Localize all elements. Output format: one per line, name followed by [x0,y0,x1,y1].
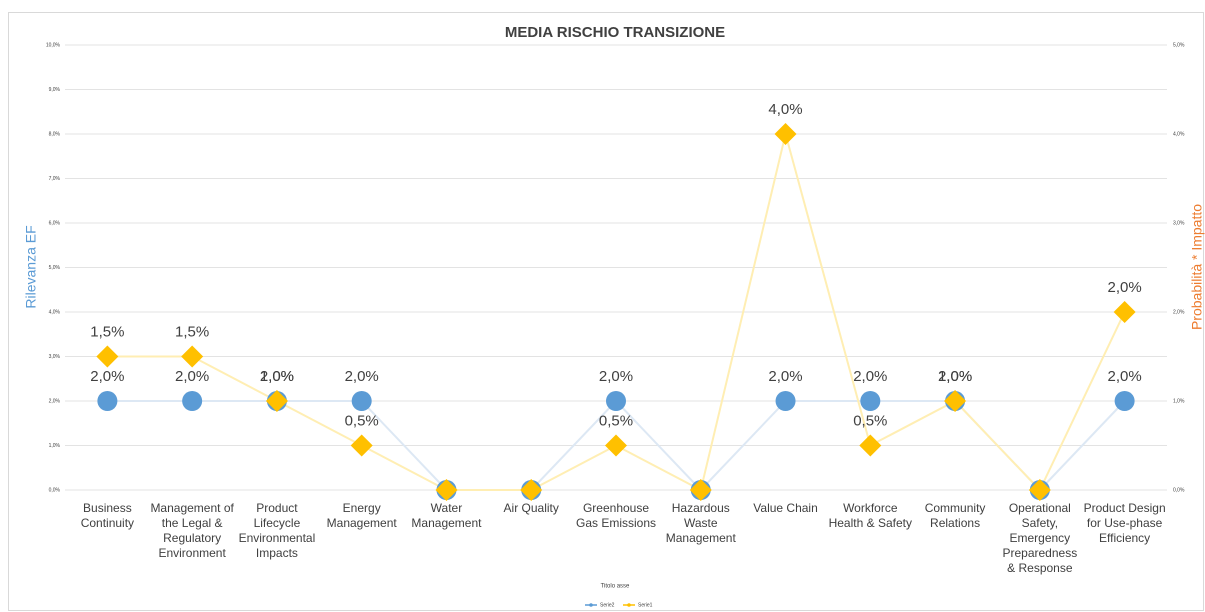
data-point [182,391,203,411]
data-point [860,391,881,411]
data-label: 1,5% [90,323,124,340]
data-point [350,434,373,457]
data-label: 1,5% [175,323,209,340]
chart-title: MEDIA RISCHIO TRANSIZIONE [505,24,725,41]
data-point [265,390,288,412]
y-tick-label: 3,0% [49,354,61,360]
legend-label: Serie1 [638,602,653,608]
y2-tick-label: 0,0% [1173,487,1185,493]
x-tick-label: Product Design for Use-phase Efficiency [1083,501,1166,545]
x-tick-label: Workforce Health & Safety [828,501,912,530]
y2-axis-title: Probabilità * Impatto [1189,204,1205,330]
data-label: 0,5% [853,412,887,429]
data-label: 2,0% [1108,368,1142,385]
data-point [1114,391,1135,411]
data-point [1113,301,1136,323]
y2-tick-label: 1,0% [1173,398,1185,404]
y-tick-label: 6,0% [49,220,61,226]
legend-marker [589,603,593,607]
data-point [606,391,626,411]
y-tick-label: 8,0% [49,131,61,137]
y-tick-label: 1,0% [49,443,61,449]
y-tick-label: 5,0% [49,265,61,271]
data-label: 2,0% [1108,279,1142,296]
x-tick-label: Community Relations [924,501,986,530]
data-label: 0,5% [599,412,633,429]
data-label: 2,0% [938,368,972,385]
x-tick-label: Hazardous Waste Management [665,501,736,545]
data-label: 0,5% [345,412,379,429]
legend-marker [627,603,631,607]
data-point [97,391,118,411]
data-label: 4,0% [768,101,802,118]
data-point [605,434,627,457]
data-point [774,123,797,145]
y2-tick-label: 3,0% [1173,220,1185,226]
data-point [520,479,543,501]
data-label: 2,0% [90,368,124,385]
x-tick-label: Business Continuity [80,501,135,530]
x-tick-label: Management of the Legal & Regulatory Env… [150,501,234,560]
data-point [689,479,712,501]
data-label: 2,0% [853,368,887,385]
data-point [859,434,882,457]
data-point [181,345,204,368]
data-point [435,479,458,501]
x-tick-label: Water Management [411,501,482,530]
x-tick-label: Operational Safety, Emergency Preparedne… [1002,501,1078,575]
data-point [351,391,372,411]
y-tick-label: 10,0% [46,42,61,48]
data-label: 2,0% [345,368,379,385]
data-label: 1,0% [260,368,294,385]
x-tick-label: Energy Management [326,501,397,530]
data-point [1028,479,1051,501]
data-label: 1,0% [938,368,972,385]
x-tick-label: Air Quality [503,501,559,515]
y-tick-label: 9,0% [49,87,61,93]
legend-label: Serie2 [600,602,615,608]
y-tick-label: 4,0% [49,309,61,315]
x-tick-label: Product Lifecycle Environmental Impacts [238,501,316,560]
data-label: 2,0% [260,368,294,385]
data-point [96,345,119,368]
x-axis-title: Titolo asse [601,584,630,590]
y2-tick-label: 5,0% [1173,42,1185,48]
x-tick-label: Value Chain [753,501,818,515]
data-label: 2,0% [768,368,802,385]
y-tick-label: 7,0% [49,176,61,182]
data-point [944,390,967,412]
x-tick-label: Greenhouse Gas Emissions [575,501,657,530]
data-label: 2,0% [599,368,633,385]
y-tick-label: 0,0% [49,487,61,493]
data-point [775,391,796,411]
y-axis-title: Rilevanza EF [23,225,39,308]
data-label: 2,0% [175,368,209,385]
y2-tick-label: 4,0% [1173,131,1185,137]
y-tick-label: 2,0% [49,398,61,404]
y2-tick-label: 2,0% [1173,309,1185,315]
